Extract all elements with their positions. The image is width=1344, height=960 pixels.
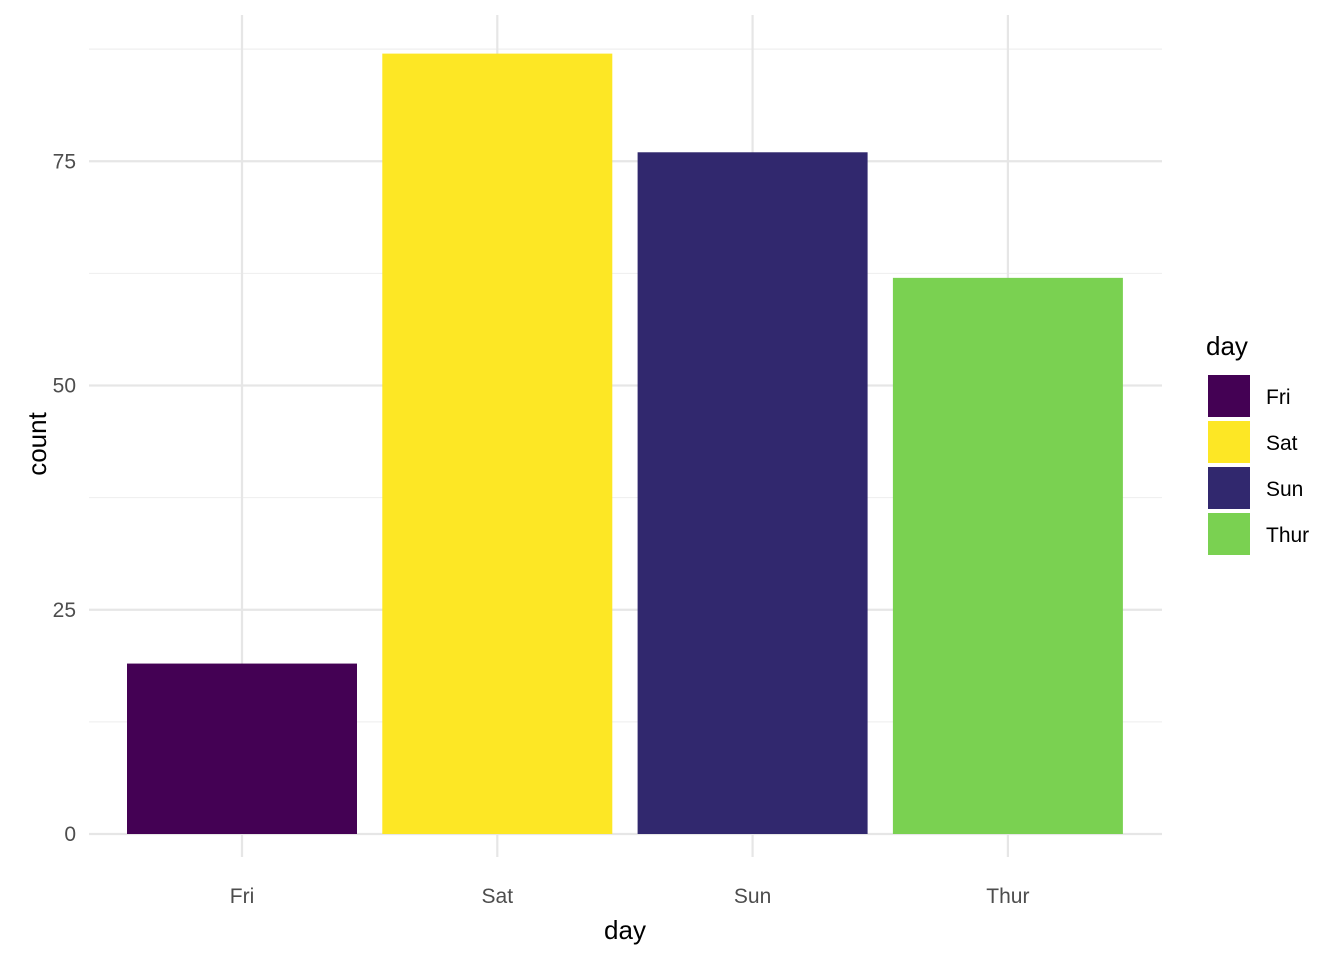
bar-sat [382,53,613,835]
y-axis-ticks: 0 25 50 75 [53,150,76,846]
legend: day Fri Sat Sun Thur [1206,331,1309,555]
legend-label: Thur [1266,524,1309,547]
legend-key-fri [1208,375,1250,417]
legend-key-sun [1208,467,1250,509]
legend-items: Fri Sat Sun Thur [1208,375,1309,555]
x-tick-label: Sat [482,885,514,908]
y-tick-label: 50 [53,375,76,398]
legend-label: Sat [1266,432,1298,455]
bar-sun [637,152,868,834]
legend-key-sat [1208,421,1250,463]
x-axis-title: day [604,915,646,945]
legend-title: day [1206,331,1248,361]
legend-key-thur [1208,513,1250,555]
y-tick-label: 75 [53,150,76,173]
legend-label: Fri [1266,386,1291,409]
x-axis-ticks: Fri Sat Sun Thur [230,885,1030,908]
bars [127,53,1123,835]
x-tick-label: Sun [734,885,771,908]
legend-label: Sun [1266,478,1303,501]
y-axis-title: count [22,411,52,475]
y-tick-label: 25 [53,599,76,622]
x-tick-label: Fri [230,885,255,908]
x-tick-label: Thur [986,885,1029,908]
bar-fri [127,663,357,834]
bar-thur [892,277,1123,834]
y-tick-label: 0 [64,823,76,846]
